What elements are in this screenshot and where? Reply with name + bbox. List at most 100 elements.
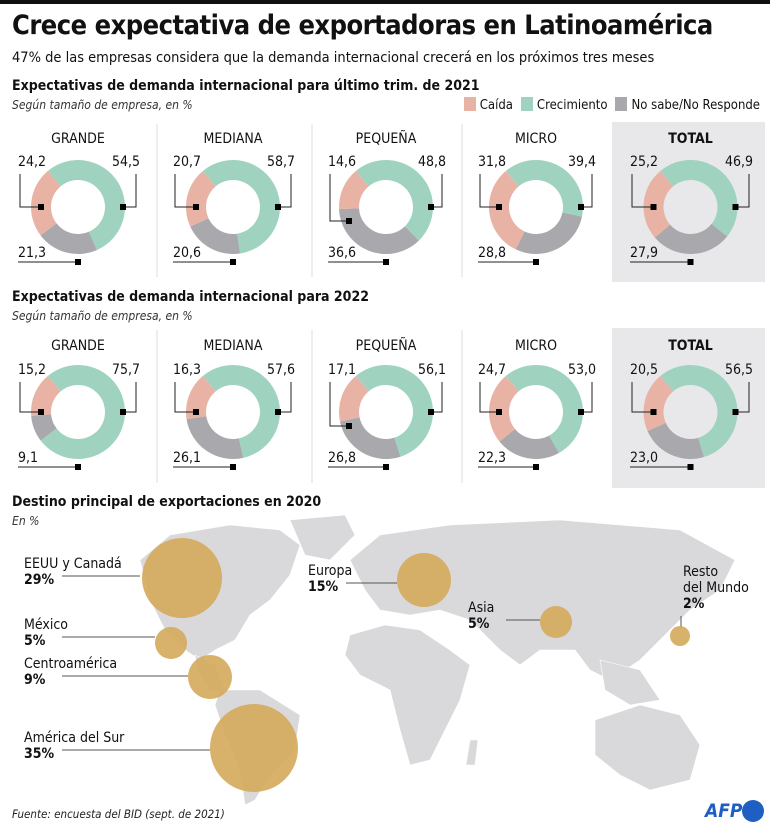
- leader-marker: [346, 218, 352, 224]
- value-label-crecimiento: 46,9: [725, 154, 753, 170]
- segment-caida: [338, 375, 369, 422]
- leader-marker: [650, 204, 657, 210]
- bubble-value: 29%: [24, 572, 55, 588]
- category-label: TOTAL: [668, 131, 713, 147]
- value-label-crecimiento: 48,8: [418, 154, 446, 170]
- leader-marker: [732, 204, 739, 210]
- bubble: [397, 553, 451, 607]
- segment-crecimiento: [202, 365, 280, 458]
- map-landmass: [344, 624, 471, 766]
- afp-logo: AFP: [705, 800, 743, 822]
- segment-caida: [186, 375, 216, 420]
- value-label-no-sabe: 22,3: [478, 450, 506, 466]
- value-label-no-sabe: 9,1: [18, 450, 38, 466]
- leader-marker: [75, 464, 81, 470]
- leader-marker: [428, 409, 434, 415]
- leader-marker: [230, 259, 236, 265]
- segment-crecimiento: [505, 159, 584, 217]
- category-label: GRANDE: [51, 338, 105, 354]
- afp-logo-dot: [742, 800, 764, 822]
- leader-line: [479, 174, 499, 208]
- legend-label: Caída: [479, 98, 513, 113]
- bubble-value: 9%: [24, 672, 46, 688]
- map-landmass: [349, 519, 736, 681]
- segment-caida: [643, 170, 674, 238]
- leader-line: [329, 382, 349, 427]
- segment-no-sabe: [499, 428, 559, 459]
- section-unit-destinos: En %: [12, 514, 40, 528]
- value-label-caida: 24,7: [478, 362, 506, 378]
- source-note: Fuente: encuesta del BID (sept. de 2021): [12, 807, 225, 821]
- value-label-caida: 15,2: [18, 362, 46, 378]
- bubble: [155, 627, 187, 659]
- value-label-crecimiento: 57,6: [267, 362, 295, 378]
- bubble-value: 35%: [24, 746, 55, 762]
- leader-marker: [496, 409, 502, 415]
- total-panel-bg: [612, 122, 765, 282]
- segment-caida: [489, 375, 519, 442]
- leader-line: [278, 382, 292, 413]
- legend: Caída Crecimiento No sabe/No Responde: [463, 97, 760, 113]
- legend-item-caida: Caída: [463, 97, 513, 113]
- leader-marker: [120, 409, 126, 415]
- page-subtitle: 47% de las empresas considera que la dem…: [12, 50, 655, 66]
- leader-line: [329, 174, 349, 222]
- category-label: TOTAL: [668, 338, 713, 354]
- value-label-crecimiento: 54,5: [112, 154, 140, 170]
- value-label-no-sabe: 36,6: [328, 245, 356, 261]
- map-landmass: [289, 514, 356, 561]
- page-title: Crece expectativa de exportadoras en Lat…: [12, 10, 713, 41]
- segment-no-sabe: [515, 212, 583, 254]
- value-label-caida: 25,2: [630, 154, 658, 170]
- leader-marker: [578, 204, 584, 210]
- segment-caida: [31, 170, 61, 236]
- section-title-destinos: Destino principal de exportaciones en 20…: [12, 494, 322, 510]
- segment-caida: [643, 375, 674, 431]
- leader-marker: [428, 204, 434, 210]
- segment-no-sabe: [654, 223, 728, 255]
- segment-caida: [339, 170, 369, 210]
- value-label-crecimiento: 75,7: [112, 362, 140, 378]
- bubble-label: Asia: [468, 600, 494, 616]
- category-label: PEQUEÑA: [356, 337, 417, 354]
- value-label-caida: 24,2: [18, 154, 46, 170]
- leader-marker: [75, 259, 81, 265]
- value-label-crecimiento: 56,5: [725, 362, 753, 378]
- leader-line: [174, 174, 196, 208]
- total-panel-bg: [612, 328, 765, 488]
- leader-line: [19, 382, 41, 413]
- bubble: [188, 655, 232, 699]
- value-label-crecimiento: 39,4: [568, 154, 596, 170]
- leader-line: [431, 382, 443, 413]
- leader-marker: [496, 204, 502, 210]
- segment-no-sabe: [186, 416, 244, 459]
- value-label-no-sabe: 20,6: [173, 245, 201, 261]
- leader-line: [123, 382, 137, 413]
- leader-line: [581, 174, 593, 208]
- segment-crecimiento: [47, 160, 125, 251]
- leader-marker: [120, 204, 126, 210]
- value-label-caida: 31,8: [478, 154, 506, 170]
- legend-swatch: [615, 97, 628, 111]
- segment-crecimiento: [355, 159, 433, 241]
- legend-swatch: [520, 97, 533, 111]
- value-label-no-sabe: 21,3: [18, 245, 46, 261]
- leader-marker: [193, 409, 199, 415]
- value-label-crecimiento: 53,0: [568, 362, 596, 378]
- legend-item-crecimiento: Crecimiento: [520, 97, 607, 113]
- leader-line: [735, 174, 750, 208]
- leader-line: [631, 382, 654, 413]
- top-bar: [0, 0, 770, 4]
- section-unit-2021: Según tamaño de empresa, en %: [12, 98, 193, 112]
- segment-no-sabe: [339, 417, 401, 459]
- bubble: [142, 538, 222, 618]
- leader-marker: [578, 409, 584, 415]
- map-landmass: [594, 704, 701, 791]
- bubble: [540, 606, 572, 638]
- value-label-caida: 17,1: [328, 362, 356, 378]
- bubble-label: Europa: [308, 563, 352, 579]
- bubble-value: 15%: [308, 579, 339, 595]
- segment-crecimiento: [202, 159, 280, 254]
